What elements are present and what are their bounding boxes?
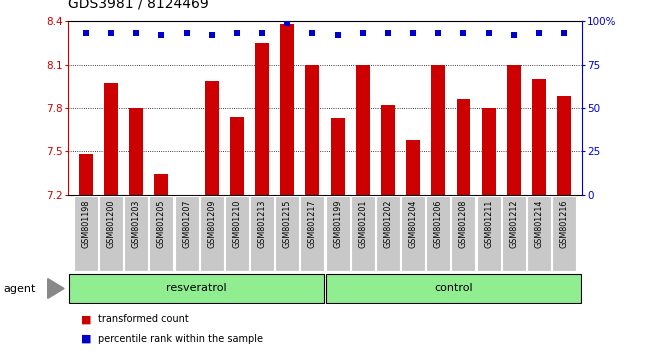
Bar	[376, 196, 400, 271]
Point	[408, 30, 419, 36]
Text: GSM801216: GSM801216	[560, 199, 569, 248]
Bar	[527, 196, 551, 271]
Bar	[250, 196, 274, 271]
Bar	[452, 196, 475, 271]
Bar	[326, 196, 350, 271]
Text: GSM801207: GSM801207	[182, 199, 191, 248]
Bar	[179, 195, 194, 211]
Bar	[255, 43, 269, 195]
Text: GSM801202: GSM801202	[384, 199, 393, 248]
Text: GSM801217: GSM801217	[308, 199, 317, 248]
Bar	[280, 24, 294, 195]
Text: GSM801206: GSM801206	[434, 199, 443, 248]
Bar	[124, 196, 148, 271]
Point	[106, 30, 116, 36]
Point	[282, 20, 293, 26]
Text: GSM801200: GSM801200	[107, 199, 116, 248]
Text: GSM801205: GSM801205	[157, 199, 166, 248]
Point	[332, 32, 343, 38]
Point	[131, 30, 142, 36]
Text: agent: agent	[3, 284, 36, 293]
Point	[534, 30, 544, 36]
Bar	[326, 274, 581, 303]
Bar	[300, 196, 324, 271]
Bar	[532, 79, 546, 195]
Point	[181, 30, 192, 36]
Text: GSM801211: GSM801211	[484, 199, 493, 248]
Polygon shape	[47, 279, 64, 298]
Bar	[99, 196, 123, 271]
Bar	[74, 196, 98, 271]
Point	[81, 30, 91, 36]
Point	[484, 30, 494, 36]
Text: transformed count: transformed count	[98, 314, 188, 324]
Text: percentile rank within the sample: percentile rank within the sample	[98, 334, 263, 344]
Point	[458, 30, 469, 36]
Bar	[225, 196, 249, 271]
Bar	[276, 196, 299, 271]
Text: GSM801201: GSM801201	[358, 199, 367, 248]
Point	[207, 32, 217, 38]
Bar	[351, 196, 374, 271]
Text: GSM801203: GSM801203	[132, 199, 140, 248]
Text: GSM801198: GSM801198	[81, 199, 90, 248]
Point	[508, 32, 519, 38]
Bar	[69, 274, 324, 303]
Bar	[406, 140, 420, 195]
Bar	[230, 116, 244, 195]
Text: GSM801213: GSM801213	[257, 199, 266, 248]
Point	[231, 30, 242, 36]
Text: GSM801209: GSM801209	[207, 199, 216, 248]
Point	[307, 30, 318, 36]
Point	[156, 32, 166, 38]
Bar	[381, 105, 395, 195]
Bar	[306, 64, 319, 195]
Bar	[476, 196, 500, 271]
Bar	[104, 84, 118, 195]
Text: GSM801199: GSM801199	[333, 199, 342, 248]
Bar	[507, 64, 521, 195]
Bar	[175, 196, 198, 271]
Text: GSM801215: GSM801215	[283, 199, 292, 248]
Bar	[150, 196, 174, 271]
Text: ■: ■	[81, 334, 92, 344]
Bar	[552, 196, 576, 271]
Text: resveratrol: resveratrol	[166, 283, 227, 293]
Bar	[432, 64, 445, 195]
Point	[383, 30, 393, 36]
Bar	[155, 175, 168, 195]
Bar	[401, 196, 425, 271]
Bar	[557, 96, 571, 195]
Bar	[129, 108, 143, 195]
Bar	[331, 118, 345, 195]
Text: GSM801212: GSM801212	[510, 199, 518, 248]
Bar	[205, 80, 218, 195]
Bar	[200, 196, 224, 271]
Bar	[482, 108, 495, 195]
Bar	[502, 196, 526, 271]
Text: ■: ■	[81, 314, 92, 324]
Bar	[456, 99, 471, 195]
Text: GSM801210: GSM801210	[233, 199, 241, 248]
Text: control: control	[434, 283, 473, 293]
Text: GDS3981 / 8124469: GDS3981 / 8124469	[68, 0, 209, 11]
Point	[433, 30, 443, 36]
Text: GSM801214: GSM801214	[534, 199, 543, 248]
Point	[257, 30, 267, 36]
Point	[559, 30, 569, 36]
Bar	[79, 154, 93, 195]
Bar	[356, 64, 370, 195]
Point	[358, 30, 368, 36]
Text: GSM801204: GSM801204	[409, 199, 417, 248]
Text: GSM801208: GSM801208	[459, 199, 468, 248]
Bar	[426, 196, 450, 271]
